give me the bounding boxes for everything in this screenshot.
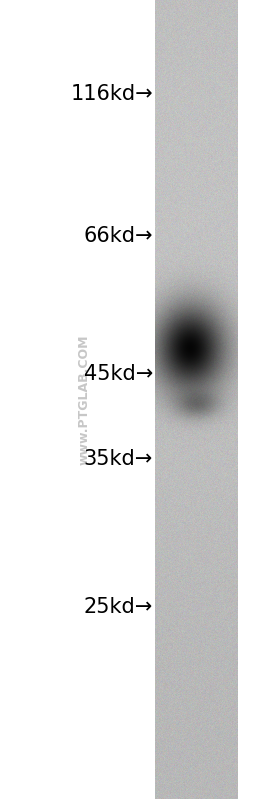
Text: 45kd→: 45kd→ <box>84 364 153 384</box>
Text: www.PTGLAB.COM: www.PTGLAB.COM <box>78 334 90 465</box>
Text: 35kd→: 35kd→ <box>84 449 153 470</box>
Text: 116kd→: 116kd→ <box>70 84 153 105</box>
Text: 25kd→: 25kd→ <box>84 597 153 618</box>
Text: 66kd→: 66kd→ <box>83 225 153 246</box>
